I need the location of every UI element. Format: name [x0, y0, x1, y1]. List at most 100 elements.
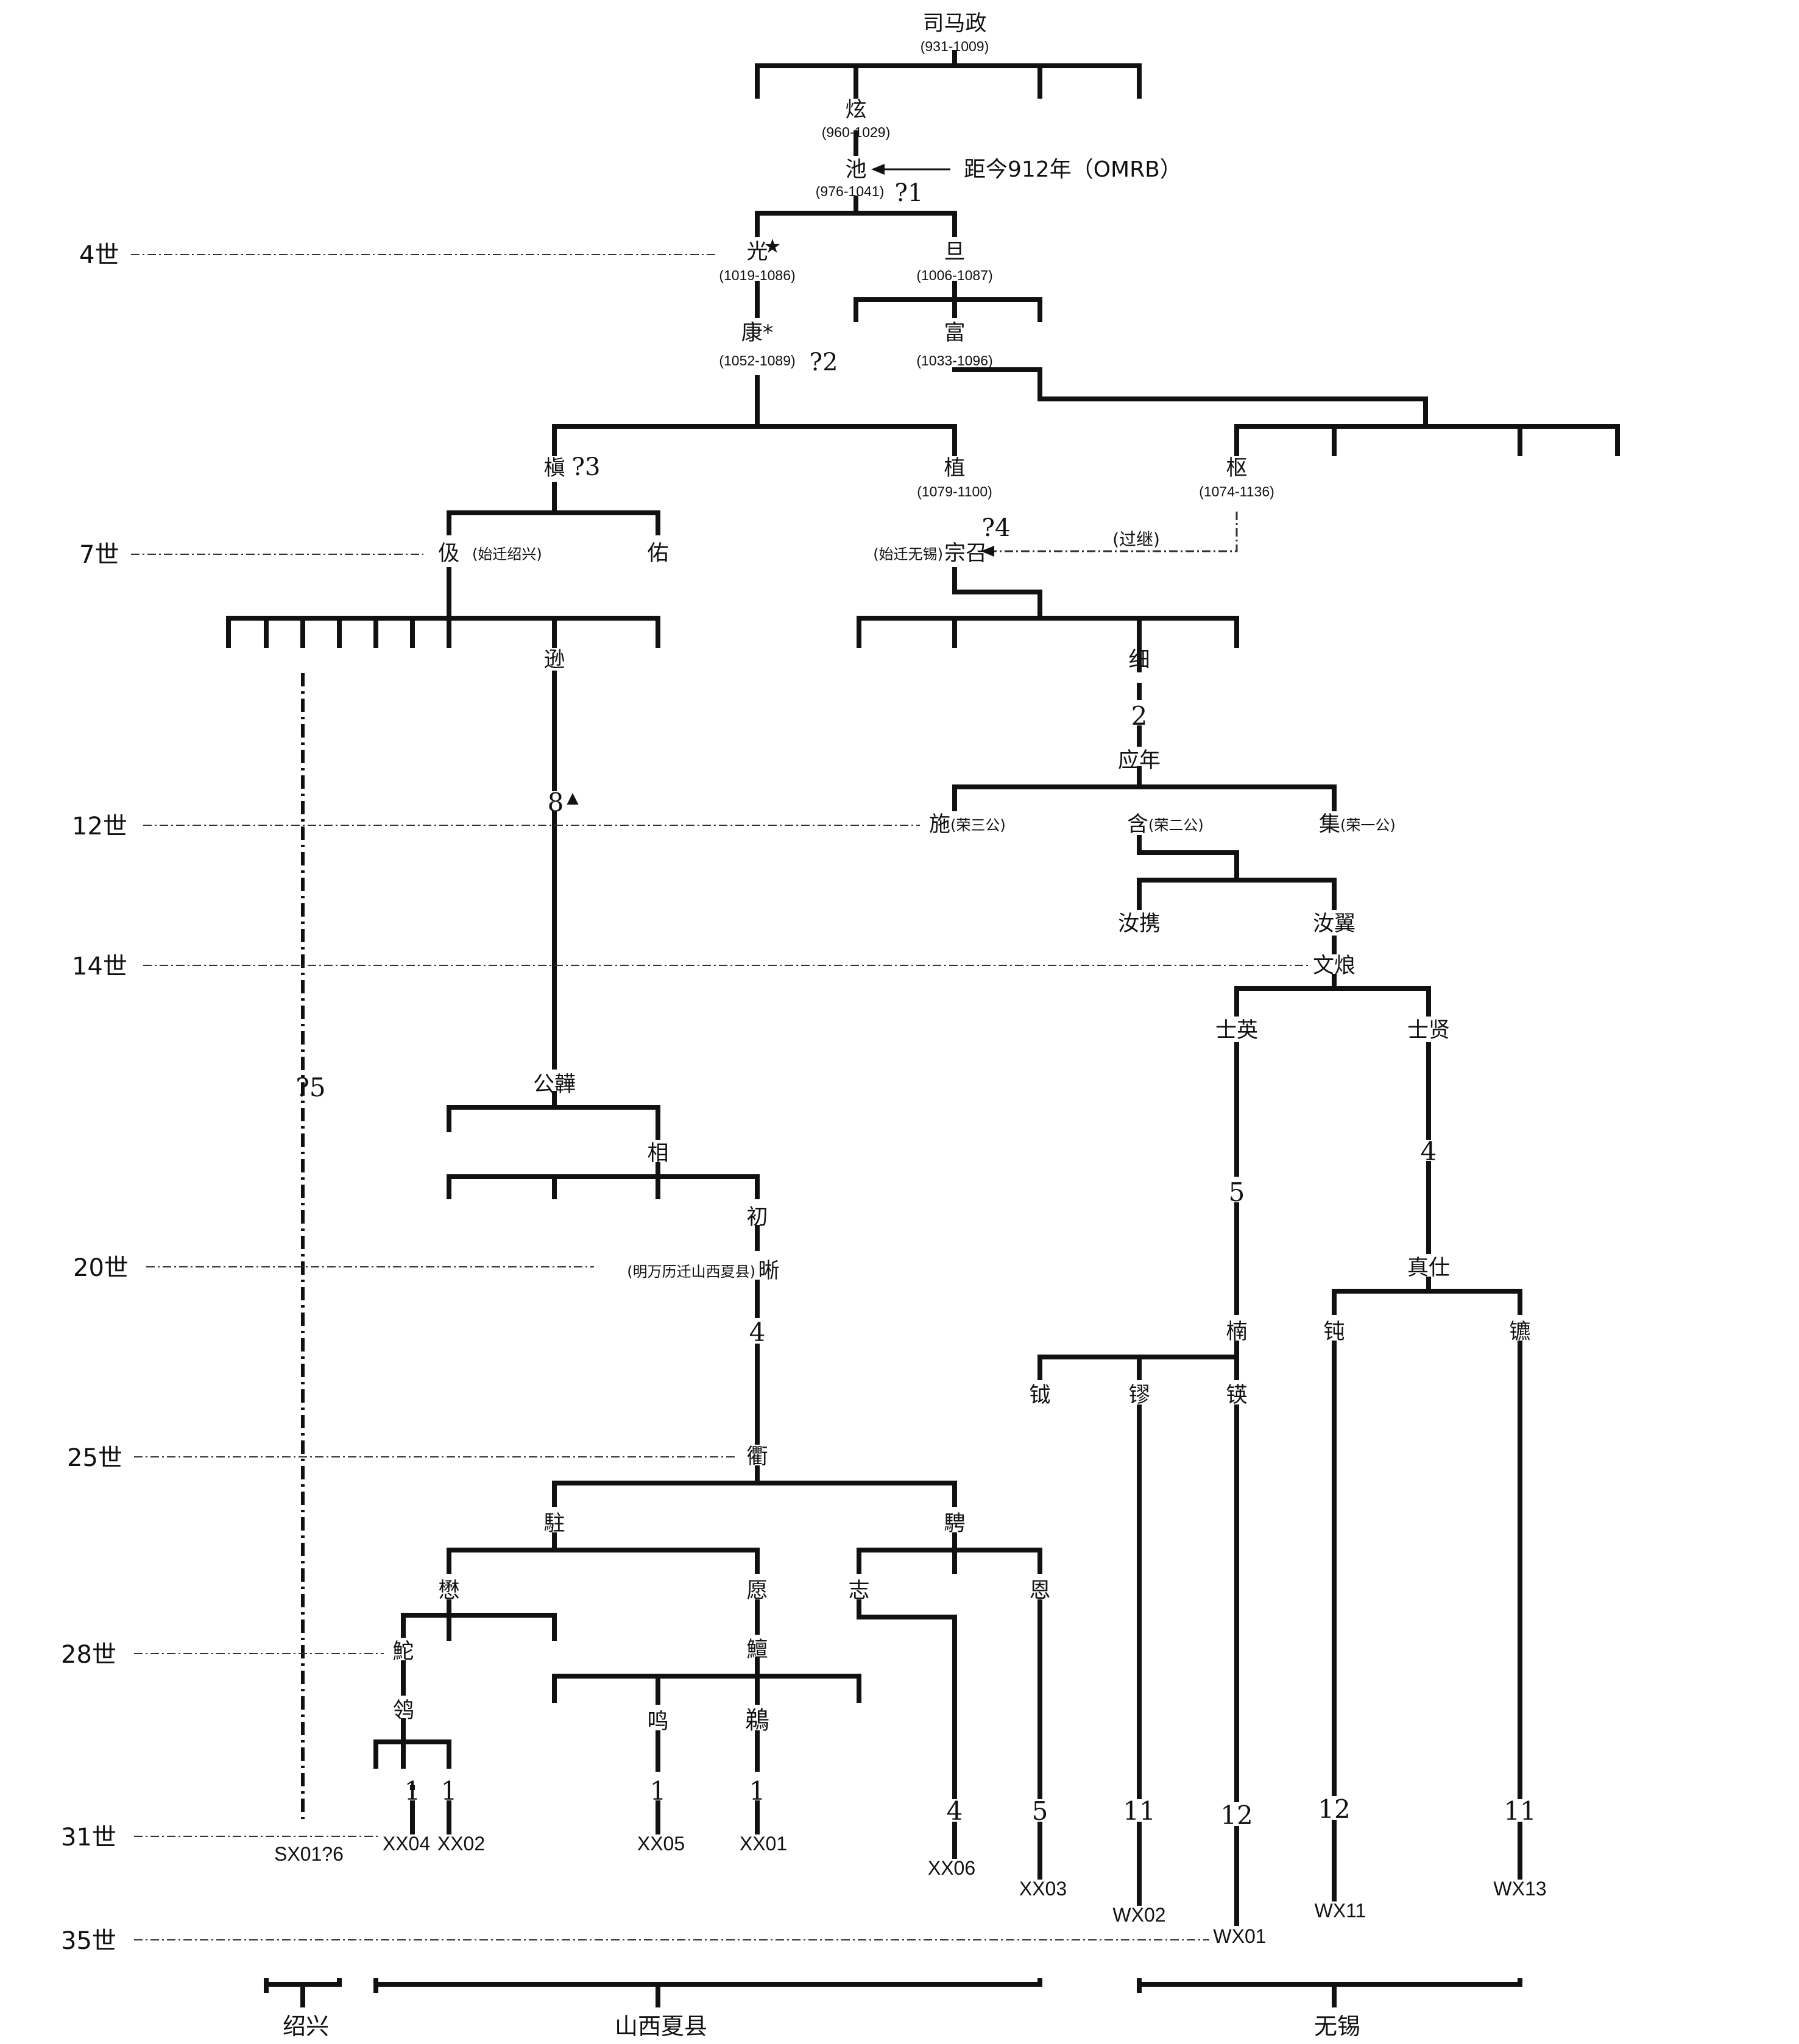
generation-label: 20世 [73, 1254, 129, 1282]
person-name: 初 [746, 1205, 768, 1230]
person-note: (荣三公) [950, 817, 1006, 834]
annotations: 距今912年（OMRB） (过继) 8 ▲ ?5 2 5 4 4 [295, 157, 1437, 1347]
gap-count: 12 [1220, 1800, 1253, 1830]
person-name: 施 [929, 812, 950, 837]
person-name: 晰 [758, 1259, 779, 1283]
person-name: 逊 [543, 648, 565, 672]
region-label: 无锡 [1314, 2013, 1360, 2040]
person-mark: ?2 [810, 348, 838, 376]
gap-count: 12 [1318, 1794, 1350, 1824]
person-name: 应年 [1118, 749, 1161, 773]
omitted-generations: 8 [548, 788, 564, 817]
omitted-generations: 5 [1229, 1177, 1245, 1207]
generation-label: 25世 [67, 1444, 122, 1472]
person-name: 鸣 [647, 1710, 668, 1734]
generation-label: 12世 [72, 812, 127, 841]
omitted-generations: 4 [1421, 1137, 1437, 1166]
person-name: 駐 [543, 1512, 565, 1536]
person-name: 含 [1127, 812, 1148, 837]
person-note: (始迁绍兴) [472, 546, 542, 563]
person-name: 植 [944, 456, 965, 481]
sample-code: WX02 [1112, 1904, 1165, 1926]
omitted-generations: 2 [1131, 701, 1148, 731]
person-name: 旦 [944, 240, 965, 264]
person-name: 钝 [1323, 1320, 1345, 1344]
gap-count: 1 [405, 1776, 421, 1806]
sample-code: XX05 [637, 1833, 685, 1855]
sample-code: XX02 [437, 1833, 485, 1855]
gap-count: 5 [1032, 1796, 1048, 1826]
generation-label: 14世 [72, 953, 127, 981]
person-name: 士贤 [1407, 1018, 1450, 1043]
person-name: 集 [1319, 812, 1340, 837]
generation-label: 28世 [61, 1641, 116, 1669]
person-years: (931-1009) [921, 38, 989, 54]
person-name: 恩 [1029, 1579, 1050, 1603]
person-name: 锳 [1226, 1383, 1247, 1408]
gap-count: 11 [1504, 1796, 1536, 1826]
person-name: 汝携 [1118, 912, 1161, 936]
region-label: 绍兴 [283, 2013, 329, 2040]
person-name: 愿 [746, 1579, 768, 1603]
person-name: 汝翼 [1313, 912, 1355, 936]
person-name: 富 [944, 321, 965, 345]
person-name: 鱣 [746, 1638, 768, 1662]
person-name: 康* [741, 321, 774, 345]
person-note: (始迁无锡) [873, 546, 943, 563]
person-name: 伋 [438, 541, 459, 566]
person-note: (荣一公) [1340, 817, 1396, 834]
person-name: 槇 [543, 456, 565, 481]
person-note: (荣二公) [1148, 817, 1204, 834]
sample-code: WX13 [1493, 1878, 1546, 1900]
person-name: 镠 [1128, 1383, 1150, 1408]
generation-label: 4世 [79, 241, 119, 269]
person-name: 楠 [1226, 1320, 1247, 1344]
distance-arrow [871, 164, 950, 175]
sample-code: XX03 [1019, 1878, 1067, 1900]
region-labels: 绍兴 山西夏县 无锡 [283, 2013, 1360, 2040]
gap-count: 1 [650, 1776, 666, 1806]
person-name: 志 [848, 1579, 869, 1603]
sample-code: WX11 [1315, 1900, 1366, 1922]
generation-label: 7世 [79, 541, 119, 569]
adoption-arrow [981, 512, 1238, 557]
person-name: 镳 [1509, 1320, 1530, 1344]
triangle-mark: ▲ [567, 789, 579, 806]
person-name: 宗召 [944, 541, 987, 566]
sample-labels: SX01?6 1 XX04 1 XX02 1 XX05 1 XX01 4 XX0… [274, 1776, 1547, 1947]
person-name: 司马政 [922, 12, 986, 36]
gap-count: 4 [947, 1796, 963, 1826]
generation-label: 35世 [61, 1927, 116, 1955]
person-mark: ?3 [572, 453, 601, 481]
person-name: 相 [647, 1141, 668, 1166]
person-name: 鮀 [392, 1640, 414, 1664]
generation-guide-lines [131, 254, 1310, 1940]
person-name: 鸰 [392, 1699, 414, 1723]
person-name: 光 [746, 240, 768, 264]
person-name: 炫 [845, 98, 866, 122]
generation-label: 31世 [61, 1824, 116, 1852]
person-mark: ?4 [982, 514, 1011, 542]
person-years: (1052-1089) [719, 353, 795, 368]
person-name: 佑 [647, 541, 668, 566]
person-mark: ?1 [895, 179, 924, 207]
person-years: (1074-1136) [1199, 484, 1274, 499]
person-years: (1006-1087) [916, 267, 992, 283]
person-name: 懋 [438, 1579, 459, 1603]
person-name: 公韡 [533, 1073, 576, 1097]
gap-count: 1 [441, 1776, 458, 1806]
generation-labels: 4世 7世 12世 14世 20世 25世 28世 31世 35世 [61, 241, 129, 1955]
person-name: 鵜 [745, 1707, 769, 1735]
sample-code: XX06 [928, 1857, 975, 1879]
person-years: (976-1041) [816, 183, 885, 199]
uncertain-mark: ?5 [295, 1073, 325, 1102]
gap-count: 11 [1123, 1796, 1155, 1826]
gap-count: 1 [749, 1776, 766, 1806]
region-label: 山西夏县 [615, 2013, 707, 2040]
person-name: 文烺 [1313, 954, 1355, 978]
person-name: 衢 [746, 1445, 768, 1469]
star-mark: ★ [764, 234, 782, 258]
sample-code: SX01?6 [274, 1843, 344, 1865]
adoption-note: (过继) [1112, 529, 1160, 549]
